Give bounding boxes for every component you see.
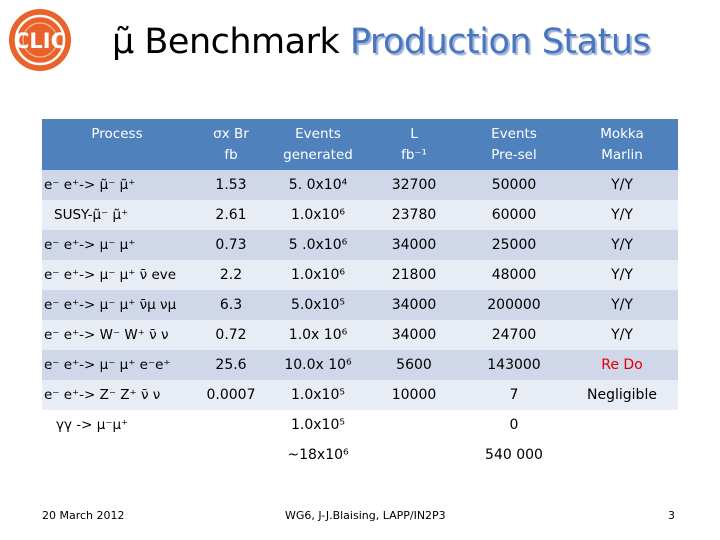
cell-luminosity — [366, 440, 462, 470]
cell-process — [42, 440, 192, 470]
cell-events-presel: 60000 — [462, 200, 566, 230]
cell-luminosity: 10000 — [366, 380, 462, 410]
page-number: 3 — [668, 509, 675, 522]
clic-logo: CLIC — [9, 9, 71, 71]
cell-process: e⁻ e⁺-> μ⁻ μ⁺ — [42, 230, 192, 260]
table-row: γγ -> μ⁻μ⁺ 1.0x10⁵ 0 — [42, 410, 678, 440]
table-row: e⁻ e⁺-> μ⁻ μ⁺ ν̄ eve 2.2 1.0x10⁶ 21800 4… — [42, 260, 678, 290]
cell-events-generated: 5. 0x10⁴ — [270, 170, 366, 200]
cell-process: e⁻ e⁺-> μ̃⁻ μ̃⁺ — [42, 170, 192, 200]
cell-events-generated: 10.0x 10⁶ — [270, 350, 366, 380]
table-row: e⁻ e⁺-> μ⁻ μ⁺ 0.73 5 .0x10⁶ 34000 25000 … — [42, 230, 678, 260]
cell-cross-section: 2.2 — [192, 260, 270, 290]
cell-mokka-marlin: Y/Y — [566, 290, 678, 320]
cell-process: γγ -> μ⁻μ⁺ — [42, 410, 192, 440]
cell-events-presel: 200000 — [462, 290, 566, 320]
cell-process: e⁻ e⁺-> Z⁻ Z⁺ ν̄ ν — [42, 380, 192, 410]
cell-cross-section: 0.73 — [192, 230, 270, 260]
cell-mokka-marlin: Y/Y — [566, 200, 678, 230]
header-process: Process — [42, 119, 192, 170]
logo-text: CLIC — [14, 29, 66, 53]
cell-cross-section: 2.61 — [192, 200, 270, 230]
header-cross-section: σx Br fb — [192, 119, 270, 170]
cell-events-generated: 1.0x 10⁶ — [270, 320, 366, 350]
cell-mokka-marlin: Y/Y — [566, 260, 678, 290]
title-prefix: μ̃ Benchmark — [112, 22, 350, 62]
cell-mokka-marlin: Negligible — [566, 380, 678, 410]
cell-events-generated: 5.0x10⁵ — [270, 290, 366, 320]
cell-events-presel-total: 540 000 — [462, 440, 566, 470]
cell-cross-section — [192, 410, 270, 440]
header-events-generated: Events generated — [270, 119, 366, 170]
cell-mokka-marlin: Y/Y — [566, 320, 678, 350]
cell-luminosity: 5600 — [366, 350, 462, 380]
table-row: e⁻ e⁺-> μ̃⁻ μ̃⁺ 1.53 5. 0x10⁴ 32700 5000… — [42, 170, 678, 200]
cell-events-presel: 7 — [462, 380, 566, 410]
cell-mokka-marlin: Y/Y — [566, 230, 678, 260]
table-row: e⁻ e⁺-> μ⁻ μ⁺ ν̄μ νμ 6.3 5.0x10⁵ 34000 2… — [42, 290, 678, 320]
cell-events-presel: 48000 — [462, 260, 566, 290]
table-total-row: ~18x10⁶ 540 000 — [42, 440, 678, 470]
cell-events-presel: 24700 — [462, 320, 566, 350]
cell-events-generated: 5 .0x10⁶ — [270, 230, 366, 260]
title-highlight: Production Status — [349, 22, 651, 62]
cell-cross-section: 0.0007 — [192, 380, 270, 410]
cell-events-generated: 1.0x10⁶ — [270, 260, 366, 290]
cell-mokka-marlin — [566, 410, 678, 440]
cell-events-presel: 25000 — [462, 230, 566, 260]
cell-mokka-marlin: Re Do — [566, 350, 678, 380]
cell-luminosity — [366, 410, 462, 440]
cell-mokka-marlin — [566, 440, 678, 470]
cell-luminosity: 23780 — [366, 200, 462, 230]
cell-process: e⁻ e⁺-> W⁻ W⁺ ν̄ ν — [42, 320, 192, 350]
cell-events-generated: 1.0x10⁵ — [270, 380, 366, 410]
cell-cross-section: 6.3 — [192, 290, 270, 320]
cell-luminosity: 34000 — [366, 230, 462, 260]
cell-events-generated-total: ~18x10⁶ — [270, 440, 366, 470]
cell-process: e⁻ e⁺-> μ⁻ μ⁺ ν̄ eve — [42, 260, 192, 290]
cell-process: SUSY-μ̃⁻ μ̃⁺ — [42, 200, 192, 230]
footer-author: WG6, J-J.Blaising, LAPP/IN2P3 — [285, 509, 446, 522]
table-row: SUSY-μ̃⁻ μ̃⁺ 2.61 1.0x10⁶ 23780 60000 Y/… — [42, 200, 678, 230]
cell-events-presel: 50000 — [462, 170, 566, 200]
cell-cross-section: 1.53 — [192, 170, 270, 200]
footer-date: 20 March 2012 — [42, 509, 125, 522]
cell-events-generated: 1.0x10⁶ — [270, 200, 366, 230]
cell-cross-section — [192, 440, 270, 470]
cell-luminosity: 34000 — [366, 290, 462, 320]
cell-luminosity: 32700 — [366, 170, 462, 200]
cell-process: e⁻ e⁺-> μ⁻ μ⁺ e⁻e⁺ — [42, 350, 192, 380]
cell-luminosity: 34000 — [366, 320, 462, 350]
table-row: e⁻ e⁺-> Z⁻ Z⁺ ν̄ ν 0.0007 1.0x10⁵ 10000 … — [42, 380, 678, 410]
table-row: e⁻ e⁺-> W⁻ W⁺ ν̄ ν 0.72 1.0x 10⁶ 34000 2… — [42, 320, 678, 350]
header-mokka-marlin: Mokka Marlin — [566, 119, 678, 170]
cell-cross-section: 0.72 — [192, 320, 270, 350]
cell-luminosity: 21800 — [366, 260, 462, 290]
header-events-presel: Events Pre-sel — [462, 119, 566, 170]
cell-process: e⁻ e⁺-> μ⁻ μ⁺ ν̄μ νμ — [42, 290, 192, 320]
page-title: μ̃ Benchmark Production Status — [112, 22, 651, 62]
cell-mokka-marlin: Y/Y — [566, 170, 678, 200]
cell-cross-section: 25.6 — [192, 350, 270, 380]
cell-events-presel: 0 — [462, 410, 566, 440]
table-row: e⁻ e⁺-> μ⁻ μ⁺ e⁻e⁺ 25.6 10.0x 10⁶ 5600 1… — [42, 350, 678, 380]
cell-events-presel: 143000 — [462, 350, 566, 380]
cell-events-generated: 1.0x10⁵ — [270, 410, 366, 440]
